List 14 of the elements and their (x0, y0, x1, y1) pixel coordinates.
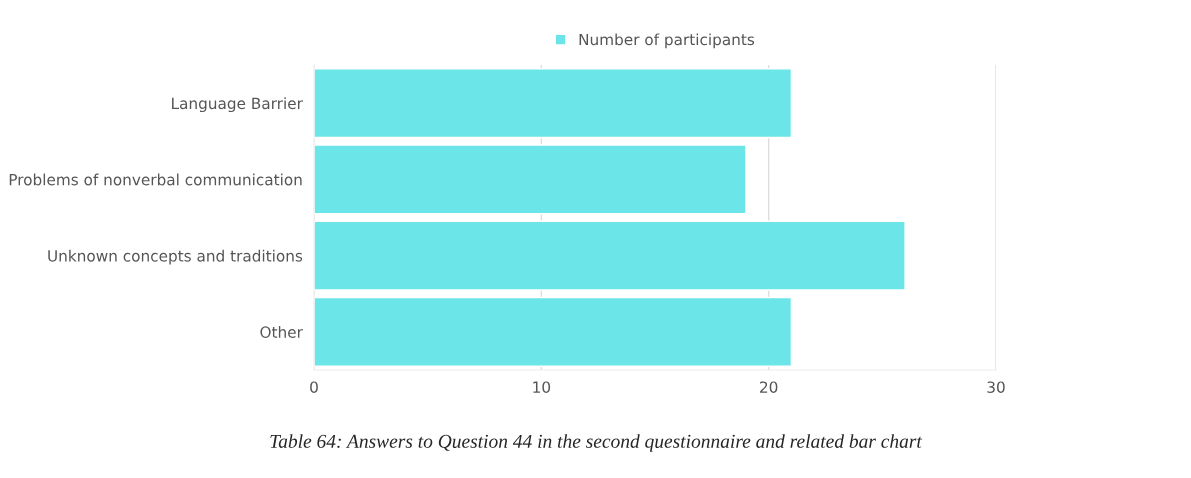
bar (314, 68, 793, 139)
x-tick-label: 20 (760, 381, 778, 393)
legend-label: Number of participants (579, 33, 755, 49)
bar (314, 296, 793, 367)
x-tick-label: 30 (987, 381, 1005, 393)
y-tick-label: Problems of nonverbal communication (9, 173, 302, 186)
y-tick-label: Unknown concepts and traditions (48, 249, 303, 265)
y-tick-label: Language Barrier (172, 97, 303, 113)
bar (314, 144, 747, 215)
x-tick-label: 0 (310, 381, 318, 393)
bar (314, 220, 906, 291)
caption: Table 64: Answers to Question 44 in the second questionnaire and related bar chart (270, 434, 923, 452)
x-tick-label: 10 (533, 381, 551, 393)
y-tick-label: Other (260, 326, 303, 338)
